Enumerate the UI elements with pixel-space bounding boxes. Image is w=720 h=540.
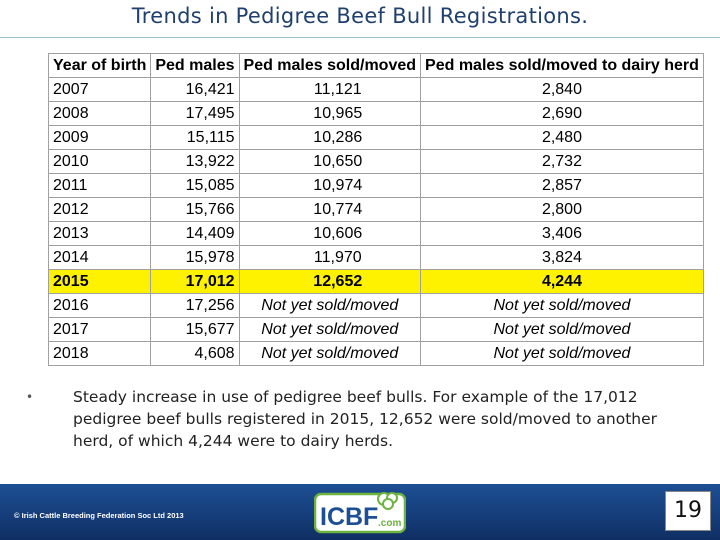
cell-sold-moved-dairy: 2,732 — [420, 149, 704, 174]
bullet-point: • Steady increase in use of pedigree bee… — [26, 386, 666, 452]
cell-ped-males: 16,421 — [150, 77, 240, 102]
header-ped-males-sold-moved: Ped males sold/moved — [238, 53, 422, 78]
cell-year: 2015 — [47, 269, 152, 294]
table-row: 2008 17,495 10,965 2,690 — [47, 101, 704, 126]
cell-sold-moved-dairy: 2,800 — [420, 197, 704, 222]
table-row: 2018 4,608 Not yet sold/moved Not yet sold/… — [47, 341, 704, 366]
cell-ped-males: 15,677 — [150, 317, 240, 342]
cell-sold-moved-dairy: 2,690 — [420, 101, 704, 126]
cell-year: 2012 — [47, 197, 152, 222]
table-row: 2007 16,421 11,121 2,840 — [47, 77, 704, 102]
bullet-marker: • — [26, 390, 34, 404]
table-row: 2017 15,677 Not yet sold/moved Not yet sold… — [47, 317, 704, 342]
cell-sold-moved: 10,286 — [238, 125, 422, 150]
table-row: 2010 13,922 10,650 2,732 — [47, 149, 704, 174]
cell-ped-males: 15,115 — [150, 125, 240, 150]
cell-sold-moved: 10,974 — [238, 173, 422, 198]
logo-suffix: .com — [378, 518, 401, 529]
cell-year: 2014 — [47, 245, 152, 270]
cell-ped-males: 13,922 — [150, 149, 240, 174]
copyright-text: © Irish Cattle Breeding Federation Soc L… — [14, 511, 184, 520]
cell-ped-males: 15,766 — [150, 197, 240, 222]
title-divider — [0, 37, 720, 38]
cell-sold-moved-dairy: 3,824 — [420, 245, 704, 270]
registrations-table: Year of birth Ped males Ped males sold/m… — [47, 53, 704, 366]
cell-ped-males: 17,012 — [150, 269, 240, 294]
header-year-of-birth: Year of birth — [47, 53, 152, 78]
cell-year: 2017 — [47, 317, 152, 342]
cell-year: 2008 — [47, 101, 152, 126]
cell-sold-moved: 10,965 — [238, 101, 422, 126]
table-row: 2009 15,115 10,286 2,480 — [47, 125, 704, 150]
cell-sold-moved: Not yet sold/moved — [238, 317, 422, 342]
cell-ped-males: 15,085 — [150, 173, 240, 198]
cell-sold-moved: 10,606 — [238, 221, 422, 246]
cell-sold-moved-dairy: 3,406 — [420, 221, 704, 246]
table-row: 2016 17,256 Not yet sold/moved Not yet sold… — [47, 293, 704, 318]
header-ped-males-sold-moved-dairy: Ped males sold/moved to dairy herd — [420, 53, 704, 78]
cell-ped-males: 17,495 — [150, 101, 240, 126]
cell-sold-moved-dairy: Not yet sold/moved — [420, 317, 704, 342]
cell-year: 2013 — [47, 221, 152, 246]
table-body: 2007 16,421 11,121 2,840 2008 17,495 10,965 2,6… — [47, 77, 704, 366]
footer-bar: © Irish Cattle Breeding Federation Soc L… — [0, 484, 720, 540]
table-row: 2011 15,085 10,974 2,857 — [47, 173, 704, 198]
cell-sold-moved-dairy: 2,857 — [420, 173, 704, 198]
icbf-logo: ICBF .com — [314, 492, 406, 534]
cell-sold-moved: 11,121 — [238, 77, 422, 102]
cell-sold-moved-dairy: 2,840 — [420, 77, 704, 102]
cell-year: 2016 — [47, 293, 152, 318]
bullet-text: Steady increase in use of pedigree beef … — [73, 388, 658, 450]
cell-sold-moved: Not yet sold/moved — [238, 341, 422, 366]
cell-ped-males: 15,978 — [150, 245, 240, 270]
cell-year: 2007 — [47, 77, 152, 102]
cell-ped-males: 17,256 — [150, 293, 240, 318]
table-row: 2014 15,978 11,970 3,824 — [47, 245, 704, 270]
cell-sold-moved: Not yet sold/moved — [238, 293, 422, 318]
cell-sold-moved: 12,652 — [238, 269, 422, 294]
cell-sold-moved-dairy: 2,480 — [420, 125, 704, 150]
cell-sold-moved-dairy: 4,244 — [420, 269, 704, 294]
header-ped-males: Ped males — [150, 53, 240, 78]
cell-sold-moved: 10,650 — [238, 149, 422, 174]
table-header-row: Year of birth Ped males Ped males sold/m… — [47, 53, 704, 78]
cell-year: 2018 — [47, 341, 152, 366]
cell-year: 2011 — [47, 173, 152, 198]
cell-sold-moved: 10,774 — [238, 197, 422, 222]
logo-text: ICBF — [320, 503, 378, 531]
table-row: 2015 17,012 12,652 4,244 — [47, 269, 704, 294]
table-row: 2012 15,766 10,774 2,800 — [47, 197, 704, 222]
cell-year: 2010 — [47, 149, 152, 174]
cell-year: 2009 — [47, 125, 152, 150]
cell-ped-males: 14,409 — [150, 221, 240, 246]
page-number: 19 — [665, 491, 711, 531]
cell-ped-males: 4,608 — [150, 341, 240, 366]
cell-sold-moved-dairy: Not yet sold/moved — [420, 293, 704, 318]
table-row: 2013 14,409 10,606 3,406 — [47, 221, 704, 246]
cell-sold-moved-dairy: Not yet sold/moved — [420, 341, 704, 366]
cell-sold-moved: 11,970 — [238, 245, 422, 270]
slide-title: Trends in Pedigree Beef Bull Registratio… — [131, 4, 589, 28]
